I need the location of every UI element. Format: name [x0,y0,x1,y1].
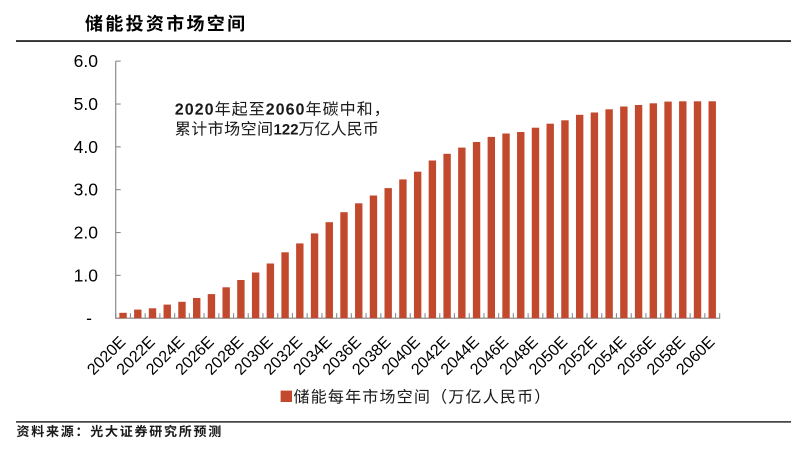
svg-text:1.0: 1.0 [74,265,99,285]
svg-text:3.0: 3.0 [74,180,99,200]
svg-text:5.0: 5.0 [74,94,99,114]
svg-text:6.0: 6.0 [74,51,99,71]
svg-text:-: - [86,308,92,328]
svg-text:4.0: 4.0 [74,137,99,157]
svg-text:2.0: 2.0 [74,223,99,243]
